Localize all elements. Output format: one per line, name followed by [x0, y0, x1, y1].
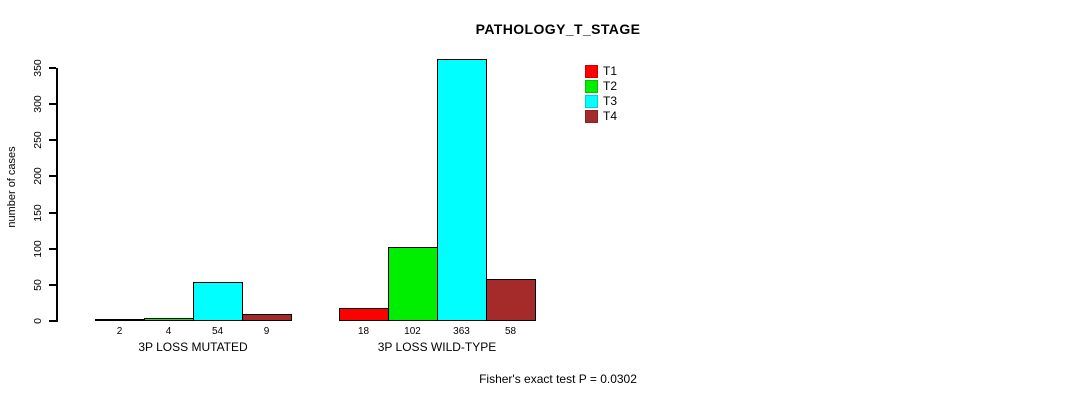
legend-item-t3: T3: [585, 94, 617, 109]
stat-annotation: Fisher's exact test P = 0.0302: [479, 372, 637, 386]
y-tick-label: 0: [32, 318, 44, 324]
bar-t4-group2: [486, 279, 536, 321]
legend-item-t4: T4: [585, 109, 617, 124]
y-tick-label: 100: [32, 240, 44, 258]
legend-item-t1: T1: [585, 64, 617, 79]
legend-label: T2: [603, 79, 618, 93]
y-tick-label: 150: [32, 204, 44, 222]
bar-t4-group1: [242, 314, 292, 321]
y-tick-mark: [49, 175, 56, 177]
bar-t3-group1: [193, 282, 243, 321]
bar-t3-group2: [437, 59, 487, 321]
bar-value-label: 4: [165, 326, 172, 337]
legend-label: T3: [603, 94, 618, 108]
bar-t2-group2: [388, 247, 438, 321]
legend-item-t2: T2: [585, 79, 617, 94]
legend-label: T1: [603, 64, 618, 78]
bar-value-label: 54: [211, 326, 224, 337]
y-tick-mark: [49, 139, 56, 141]
chart-title: PATHOLOGY_T_STAGE: [475, 21, 641, 37]
bar-value-label: 58: [504, 326, 517, 337]
y-tick-mark: [49, 212, 56, 214]
bar-t1-group2: [339, 308, 389, 321]
bar-value-label: 102: [404, 326, 421, 337]
y-tick-mark: [49, 103, 56, 105]
legend-swatch-t2: [585, 80, 598, 93]
x-category-label: 3P LOSS WILD-TYPE: [377, 340, 497, 354]
bar-value-label: 18: [357, 326, 370, 337]
bar-t1-group1: [95, 319, 145, 321]
legend-swatch-t4: [585, 110, 598, 123]
bar-value-label: 9: [263, 326, 270, 337]
bar-t2-group1: [144, 318, 194, 321]
y-tick-mark: [49, 320, 56, 322]
y-tick-mark: [49, 248, 56, 250]
y-axis-line: [56, 68, 58, 322]
legend-swatch-t1: [585, 65, 598, 78]
legend-label: T4: [603, 109, 618, 123]
y-tick-label: 50: [32, 279, 44, 291]
legend-swatch-t3: [585, 95, 598, 108]
legend: T1 T2 T3 T4: [585, 64, 617, 124]
y-tick-mark: [49, 284, 56, 286]
y-axis-title: number of cases: [6, 146, 18, 228]
y-tick-label: 300: [32, 95, 44, 113]
bar-value-label: 363: [453, 326, 470, 337]
x-category-label: 3P LOSS MUTATED: [138, 340, 248, 354]
y-tick-label: 350: [32, 59, 44, 77]
y-tick-label: 250: [32, 131, 44, 149]
bar-value-label: 2: [116, 326, 123, 337]
y-tick-label: 200: [32, 167, 44, 185]
y-tick-mark: [49, 67, 56, 69]
